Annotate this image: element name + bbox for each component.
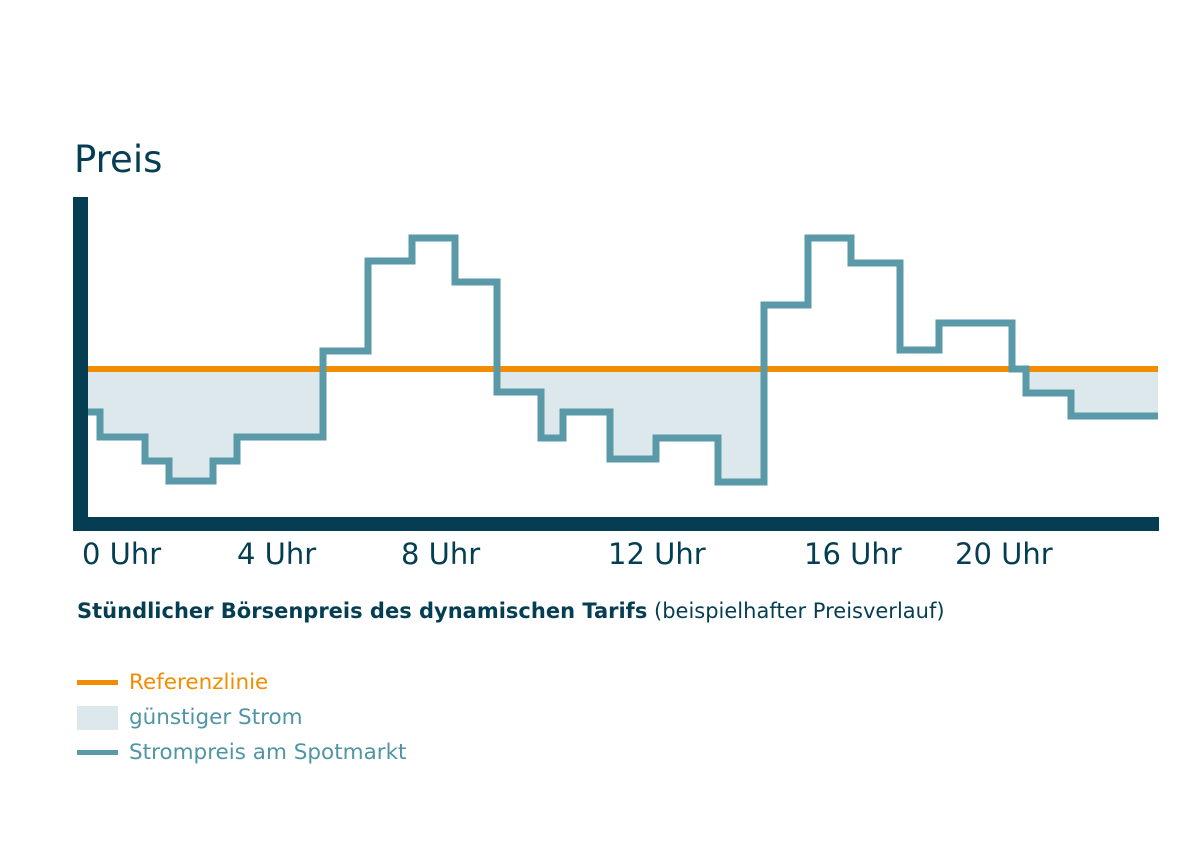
spot-price-step-line bbox=[87, 234, 1158, 486]
reference-line-swatch-icon bbox=[77, 680, 118, 685]
legend-label: günstiger Strom bbox=[129, 705, 303, 730]
caption-regular: (beispielhafter Preisverlauf) bbox=[654, 599, 945, 623]
legend-item-cheap-power: günstiger Strom bbox=[77, 700, 406, 735]
legend-label: Strompreis am Spotmarkt bbox=[129, 740, 407, 765]
caption-bold: Stündlicher Börsenpreis des dynamischen … bbox=[77, 599, 648, 623]
x-tick-label: 8 Uhr bbox=[401, 537, 481, 571]
cheap-electricity-area bbox=[87, 369, 1158, 482]
x-axis bbox=[73, 517, 1159, 531]
x-tick-label: 12 Uhr bbox=[608, 537, 706, 571]
x-tick-label: 16 Uhr bbox=[804, 537, 902, 571]
legend: Referenzlinie günstiger Strom Strompreis… bbox=[77, 665, 406, 770]
x-tick-label: 0 Uhr bbox=[82, 537, 162, 571]
legend-label: Referenzlinie bbox=[129, 670, 269, 695]
y-axis bbox=[73, 197, 88, 531]
cheap-area-swatch-icon bbox=[77, 705, 118, 730]
chart-caption: Stündlicher Börsenpreis des dynamischen … bbox=[77, 599, 945, 623]
y-axis-label: Preis bbox=[74, 138, 163, 181]
legend-item-spot-price: Strompreis am Spotmarkt bbox=[77, 735, 406, 770]
legend-item-reference: Referenzlinie bbox=[77, 665, 406, 700]
spot-price-line-swatch-icon bbox=[77, 750, 118, 755]
x-tick-label: 4 Uhr bbox=[237, 537, 317, 571]
x-tick-label: 20 Uhr bbox=[955, 537, 1053, 571]
